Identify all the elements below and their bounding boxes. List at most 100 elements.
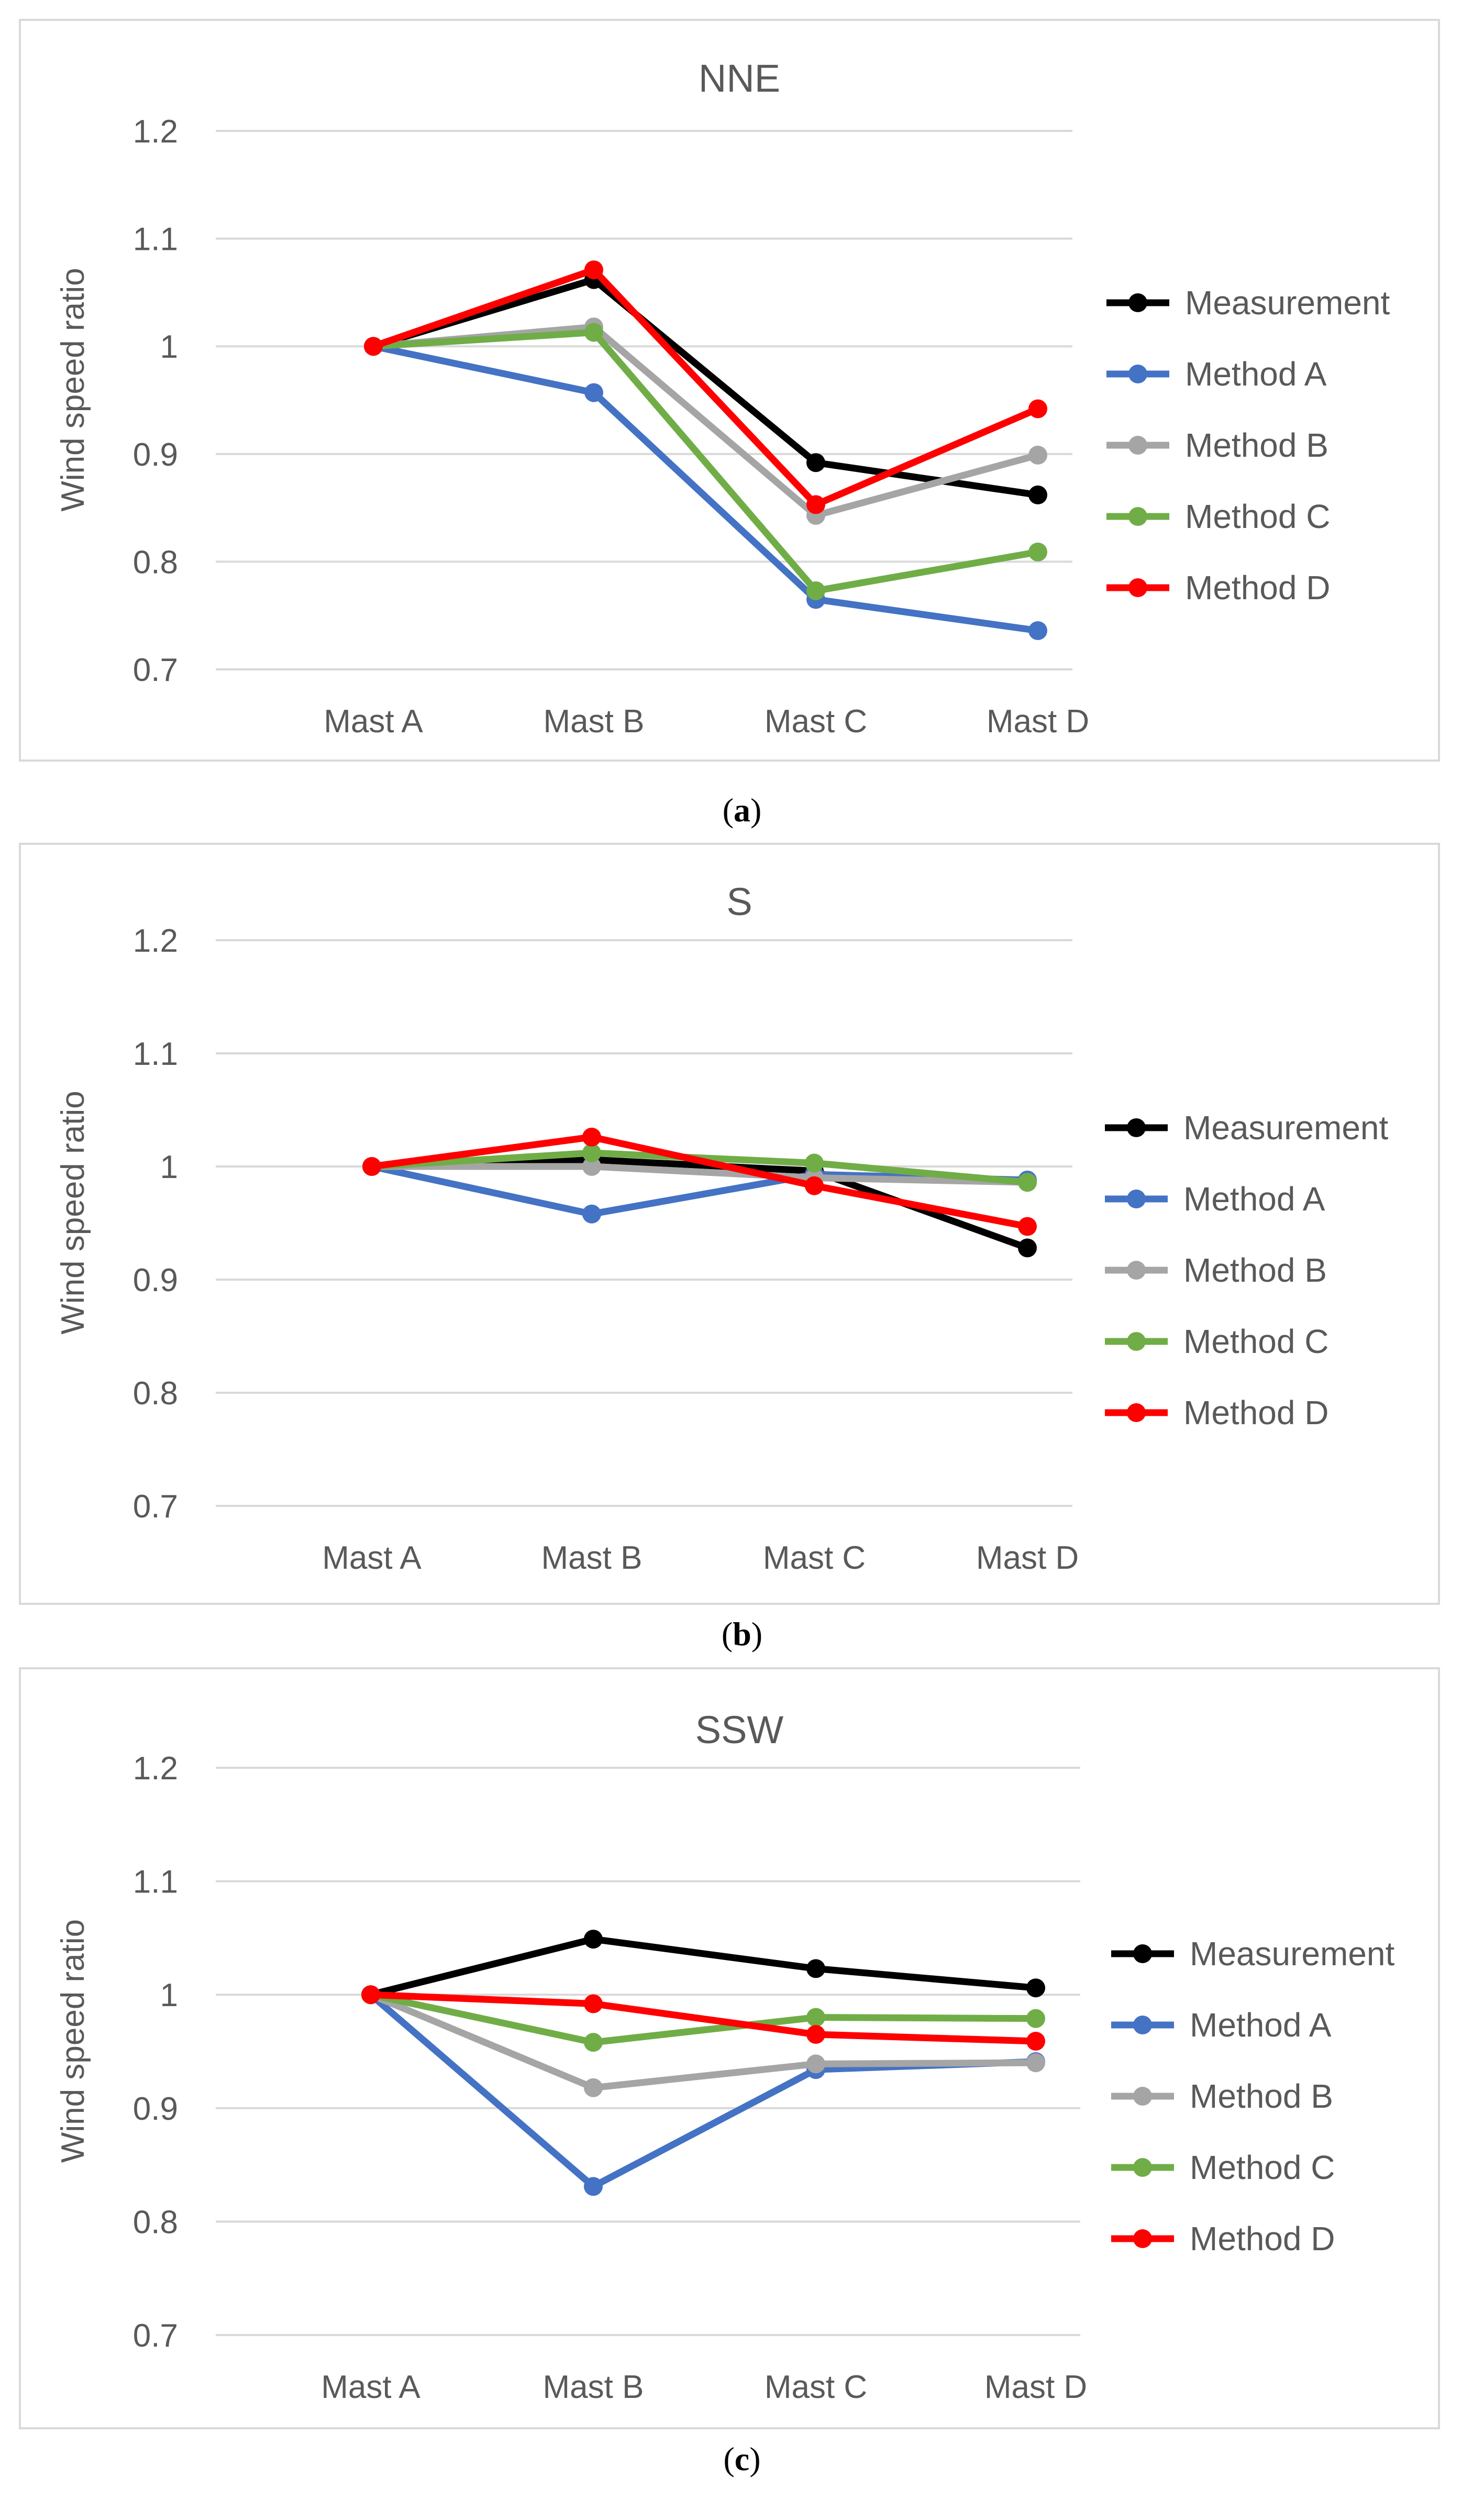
legend: Measurement Method A Method B Method C Metho… bbox=[1106, 284, 1390, 607]
legend-item: Measurement bbox=[1105, 1109, 1389, 1147]
x-tick-label: Mast D bbox=[984, 2369, 1087, 2405]
y-tick-label: 0.7 bbox=[133, 652, 178, 688]
x-tick-label: Mast A bbox=[324, 703, 423, 740]
series-line bbox=[370, 266, 1042, 508]
legend-swatch-marker bbox=[1133, 2016, 1152, 2034]
legend-swatch-marker bbox=[1128, 436, 1147, 455]
caption-b: (b) bbox=[0, 1615, 1484, 1654]
caption-open: ( bbox=[721, 1615, 733, 1653]
legend-swatch-marker bbox=[1133, 2087, 1152, 2106]
series-line bbox=[370, 343, 1042, 634]
legend-swatch-marker bbox=[1127, 1332, 1146, 1351]
y-tick-label: 1.1 bbox=[133, 1036, 178, 1072]
caption-close: ) bbox=[751, 1615, 763, 1653]
y-tick-label: 1 bbox=[160, 1149, 178, 1185]
x-tick-label: Mast A bbox=[322, 1540, 422, 1576]
legend-label: Method C bbox=[1190, 2149, 1335, 2186]
data-point bbox=[1026, 2032, 1045, 2051]
chart-panel-b: 0.7 0.8 0.9 1 1.1 1.2 S Wind speed ratio Mast A M… bbox=[19, 843, 1440, 1605]
series-line bbox=[368, 1163, 1031, 1186]
legend-swatch-marker bbox=[1127, 1261, 1146, 1280]
legend-item: Method C bbox=[1106, 498, 1330, 535]
data-point bbox=[1028, 399, 1047, 419]
data-point bbox=[582, 1143, 601, 1163]
data-point bbox=[806, 2025, 825, 2044]
legend-label: Method D bbox=[1190, 2220, 1335, 2258]
legend-item: Method C bbox=[1111, 2149, 1335, 2186]
chart-frame bbox=[19, 843, 1440, 1605]
x-tick-label: Mast B bbox=[541, 1540, 643, 1576]
caption-a: (a) bbox=[0, 791, 1484, 830]
y-tick-label: 0.9 bbox=[133, 437, 178, 473]
legend-label: Measurement bbox=[1190, 1935, 1395, 1973]
series-method-d bbox=[362, 1127, 1037, 1236]
legend-label: Measurement bbox=[1185, 284, 1390, 322]
legend-swatch-marker bbox=[1128, 578, 1147, 597]
legend-label: Method B bbox=[1190, 2077, 1333, 2115]
y-axis-label: Wind speed ratio bbox=[55, 1091, 91, 1334]
legend-swatch-marker bbox=[1128, 365, 1147, 383]
data-point bbox=[1028, 485, 1047, 504]
legend-swatch-marker bbox=[1133, 2229, 1152, 2248]
caption-close: ) bbox=[750, 791, 762, 829]
data-point bbox=[806, 2008, 825, 2027]
data-point bbox=[806, 2054, 825, 2074]
legend-label: Method C bbox=[1185, 498, 1330, 535]
data-point bbox=[806, 495, 825, 514]
legend: Measurement Method A Method B Method C Metho… bbox=[1111, 1935, 1395, 2258]
data-point bbox=[584, 2177, 603, 2196]
y-tick-label: 0.8 bbox=[133, 2204, 178, 2240]
series-method-d bbox=[364, 260, 1047, 514]
series-line bbox=[367, 1991, 1039, 2046]
legend-label: Method A bbox=[1185, 355, 1327, 393]
data-point bbox=[1026, 2053, 1045, 2073]
series-line bbox=[370, 328, 1042, 595]
x-tick-label: Mast B bbox=[543, 2369, 644, 2405]
y-tick-label: 0.8 bbox=[133, 544, 178, 580]
y-tick-label: 1.2 bbox=[133, 923, 178, 959]
legend-swatch-marker bbox=[1128, 293, 1147, 312]
legend-swatch-marker bbox=[1127, 1190, 1146, 1208]
data-point bbox=[584, 2078, 603, 2097]
data-point bbox=[364, 337, 383, 356]
data-point bbox=[584, 260, 603, 280]
legend-item: Method B bbox=[1105, 1251, 1327, 1289]
caption-open: ( bbox=[722, 791, 734, 829]
data-point bbox=[806, 581, 825, 600]
legend-item: Method D bbox=[1111, 2220, 1335, 2258]
caption-letter: a bbox=[734, 791, 750, 829]
y-tick-label: 1.1 bbox=[133, 1864, 178, 1900]
series-line bbox=[367, 1991, 1039, 2045]
legend-swatch-marker bbox=[1127, 1403, 1146, 1422]
x-tick-label: Mast B bbox=[544, 703, 645, 740]
y-tick-label: 0.7 bbox=[133, 2318, 178, 2354]
y-tick-label: 1.2 bbox=[133, 114, 178, 150]
data-point bbox=[584, 2033, 603, 2052]
legend-label: Method D bbox=[1185, 569, 1330, 607]
x-tick-label: Mast D bbox=[987, 703, 1089, 740]
caption-c: (c) bbox=[0, 2440, 1484, 2479]
y-tick-label: 0.9 bbox=[133, 2091, 178, 2127]
x-tick-label: Mast C bbox=[765, 703, 867, 740]
chart-title: NNE bbox=[699, 57, 780, 100]
legend-item: Measurement bbox=[1106, 284, 1390, 322]
data-point bbox=[1028, 621, 1047, 640]
legend-swatch-marker bbox=[1128, 507, 1147, 526]
data-point bbox=[584, 323, 603, 342]
y-tick-label: 0.9 bbox=[133, 1262, 178, 1298]
series-line bbox=[367, 1935, 1039, 1998]
data-point bbox=[1018, 1173, 1037, 1192]
legend-label: Method D bbox=[1183, 1394, 1328, 1432]
data-point bbox=[584, 1930, 603, 1949]
caption-letter: c bbox=[734, 2440, 750, 2478]
data-point bbox=[805, 1176, 824, 1195]
data-point bbox=[1018, 1238, 1037, 1258]
y-tick-label: 1 bbox=[160, 329, 178, 365]
x-tick-label: Mast A bbox=[321, 2369, 420, 2405]
data-point bbox=[582, 1204, 601, 1224]
y-axis-label: Wind speed ratio bbox=[55, 268, 91, 511]
legend-item: Measurement bbox=[1111, 1935, 1395, 1973]
data-point bbox=[582, 1127, 601, 1147]
legend-item: Method D bbox=[1106, 569, 1330, 607]
x-tick-label: Mast C bbox=[763, 1540, 866, 1576]
